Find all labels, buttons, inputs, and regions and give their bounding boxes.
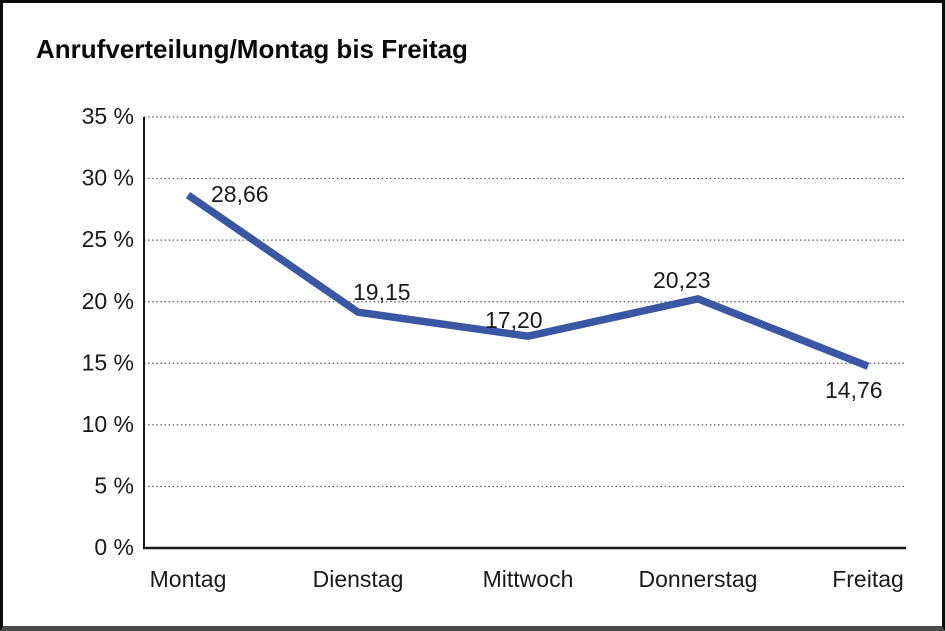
data-point-label: 14,76: [825, 377, 883, 403]
axes-group: [143, 117, 906, 550]
data-point-label: 19,15: [353, 279, 411, 305]
y-tick-label: 10 %: [82, 411, 134, 437]
y-tick-label: 20 %: [82, 288, 134, 314]
line-chart: 35 % 30 % 25 % 20 % 15 % 10 % 5 % 0 % Montag Dien…: [82, 103, 906, 592]
data-point-label: 20,23: [653, 267, 711, 293]
y-tick-label: 5 %: [94, 473, 134, 499]
gridlines-group: [144, 116, 906, 488]
data-series-group: [185, 191, 870, 370]
y-tick-label: 25 %: [82, 226, 134, 252]
y-tick-label: 30 %: [82, 165, 134, 191]
y-tick-label: 0 %: [94, 534, 134, 560]
x-category-label: Montag: [150, 566, 227, 592]
data-labels-group: 28,66 19,15 17,20 20,23 14,76: [211, 181, 883, 403]
data-series-line: [185, 191, 870, 370]
data-point-label: 28,66: [211, 181, 269, 207]
axis-labels-group: 35 % 30 % 25 % 20 % 15 % 10 % 5 % 0 % Montag Dien…: [82, 103, 904, 592]
x-category-label: Dienstag: [313, 566, 404, 592]
y-tick-label: 15 %: [82, 349, 134, 375]
x-category-label: Donnerstag: [639, 566, 758, 592]
y-tick-label: 35 %: [82, 103, 134, 129]
chart-title: Anrufverteilung/Montag bis Freitag: [36, 34, 468, 64]
x-category-label: Mittwoch: [483, 566, 574, 592]
data-point-label: 17,20: [485, 307, 543, 333]
x-category-label: Freitag: [832, 566, 904, 592]
